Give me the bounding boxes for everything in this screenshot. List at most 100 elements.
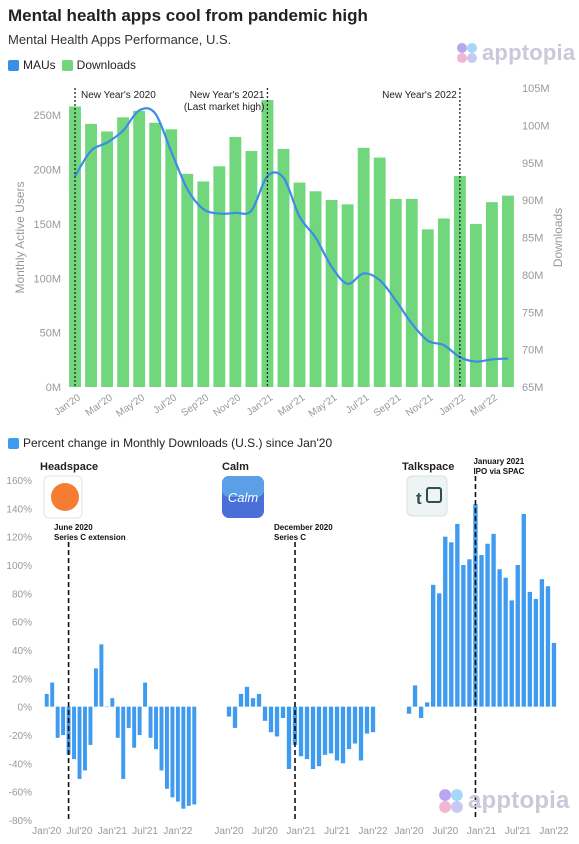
change-bar [99,644,104,707]
change-bar [358,706,364,761]
annotation-label: New Year's 2022 [382,90,457,101]
change-bar [443,536,448,707]
change-bar [310,706,316,769]
downloads-bar [373,157,386,387]
change-bar [431,584,436,707]
y-right-tick-label: 75M [522,307,543,319]
downloads-bar [502,195,514,387]
downloads-bar [85,123,97,387]
annotation-label: June 2020 [54,523,93,532]
brand-name-bottom: apptopia [468,787,570,814]
calm-logo-text: Calm [228,490,259,505]
change-bar [412,685,418,707]
downloads-bar [309,191,322,387]
y-right-tick-label: 80M [522,270,543,282]
talkspace-logo-bubble [426,487,442,503]
x-tick-label: Jul'21 [505,826,531,837]
change-bar [262,706,268,721]
change-bar [424,702,430,707]
panel-title: Headspace [40,461,98,473]
downloads-bar [405,198,418,387]
change-bar [406,706,412,714]
change-bar [170,706,175,798]
change-bar [104,706,109,708]
change-bar [192,706,197,805]
change-bar [121,706,126,779]
y-tick-label: 160% [6,476,32,487]
change-bar [418,706,424,718]
change-bar [93,668,98,707]
brand-logo-bottom: apptopia [438,787,570,815]
main-chart: 0M 50M 100M 150M 200M 250M 65M 70M 75M 80M 85M 90M 9… [13,83,565,420]
y-right-tick-label: 65M [522,382,543,394]
downloads-bar [69,106,81,387]
y-tick-label: -40% [9,759,32,770]
panel-title: Calm [222,461,249,473]
change-bar [181,706,186,809]
x-tick-label: Jul'20 [151,392,179,416]
x-tick-label: May'21 [307,392,340,420]
x-tick-label: Jan'20 [214,826,244,837]
change-bar [186,706,191,806]
change-bar [250,698,256,707]
change-bar [148,706,153,738]
change-bar [238,693,244,707]
y-left-tick-label: 0M [46,382,61,394]
downloads-bar [165,129,178,388]
brand-logo-top: apptopia [456,40,575,66]
change-bar [280,706,286,718]
change-bar [175,706,180,802]
annotation-sublabel: Series C extension [54,533,126,542]
change-bar [497,569,502,707]
downloads-bar [325,199,338,387]
change-bar [491,533,496,707]
change-bar [322,706,328,755]
legend-label-downloads: Downloads [76,58,137,72]
y-left-tick-label: 150M [33,219,61,231]
apptopia-logo-icon-bottom [439,789,463,813]
x-tick-label: Jan'20 [394,826,424,837]
change-bar [232,706,238,728]
downloads-bar [229,136,242,387]
panel-title: Talkspace [402,461,454,473]
y-tick-label: 20% [12,674,32,685]
x-tick-label: Nov'20 [212,392,244,419]
downloads-bar [261,99,274,388]
change-bar [479,555,484,707]
change-bar [132,706,137,748]
annotation-sublabel: (Last market high) [184,102,265,113]
x-tick-label: Jan'21 [245,392,276,418]
change-bar [545,586,551,707]
change-bar [334,706,340,761]
x-tick-label: Sep'21 [372,392,404,419]
apptopia-logo-icon [457,43,477,63]
change-bar [316,706,322,767]
x-tick-label: Jan'21 [98,826,128,837]
change-bar [110,698,115,707]
downloads-bar [197,181,210,387]
x-tick-label: Jan'20 [32,826,62,837]
x-tick-label: Mar'20 [84,392,115,419]
downloads-bar [357,147,370,387]
change-bar [292,706,298,745]
change-bar [159,706,164,771]
x-tick-label: Jul'21 [324,826,350,837]
x-tick-label: May'20 [114,392,147,420]
downloads-bar [389,198,402,387]
downloads-bar [486,202,498,387]
brand-name: apptopia [482,40,576,65]
downloads-bar [117,117,130,387]
annotation-sublabel: IPO via SPAC [473,467,524,476]
annotation-label: January 2021 [473,457,524,466]
change-bar [143,682,148,707]
change-bar [437,593,442,707]
y-left-tick-label: 250M [33,110,61,122]
downloads-bar [101,131,114,387]
legend-item-mau: MAUs [8,58,56,72]
talkspace-logo-letter: t [416,489,422,508]
legend-swatch-downloads [61,59,73,71]
x-tick-label: Jul'20 [252,826,278,837]
change-bar [154,706,158,750]
change-bar [126,706,131,728]
change-bar [533,599,539,707]
